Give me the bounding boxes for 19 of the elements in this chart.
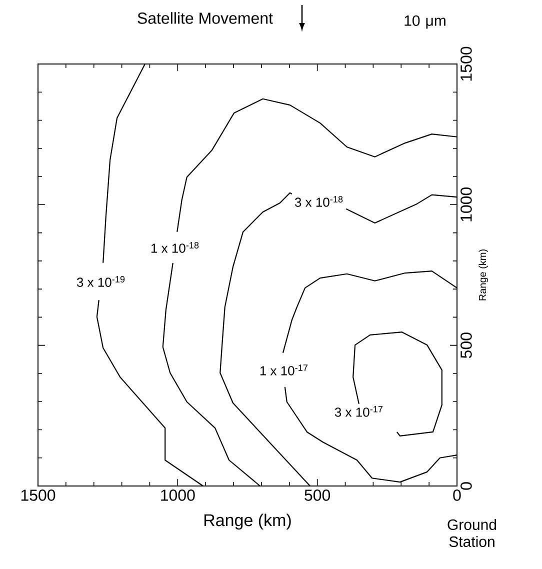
y-tick-label: 1000 [460, 188, 472, 222]
series-label: 3 x 10$^{-18}$ [294, 196, 343, 207]
series-label: 1 x 10$^{-18}$ [151, 242, 199, 253]
x-tick-label: 0 [453, 490, 461, 501]
x-tick-label: 500 [304, 490, 330, 501]
series-label: 1 x 10$^{-17}$ [260, 364, 308, 376]
chart-title: Satellite Movement [138, 12, 273, 24]
text: 10 μm [404, 15, 446, 29]
line-series [352, 332, 442, 436]
x-tick-label: 1500 [21, 490, 56, 501]
series-label: 3 x 10$^{-17}$ [334, 406, 383, 417]
x-axis-title: Range (km) [204, 514, 291, 530]
x-tick-label: 1000 [161, 490, 195, 501]
y-tick-label: 1500 [460, 46, 472, 81]
text: Ground Station [448, 518, 496, 547]
series-label: 3 x 10$^{-19}$ [76, 276, 125, 287]
y-axis-title: Range (km) [478, 250, 488, 300]
y-tick-label: 500 [460, 332, 472, 358]
y-tick-label: 0 [460, 482, 472, 490]
